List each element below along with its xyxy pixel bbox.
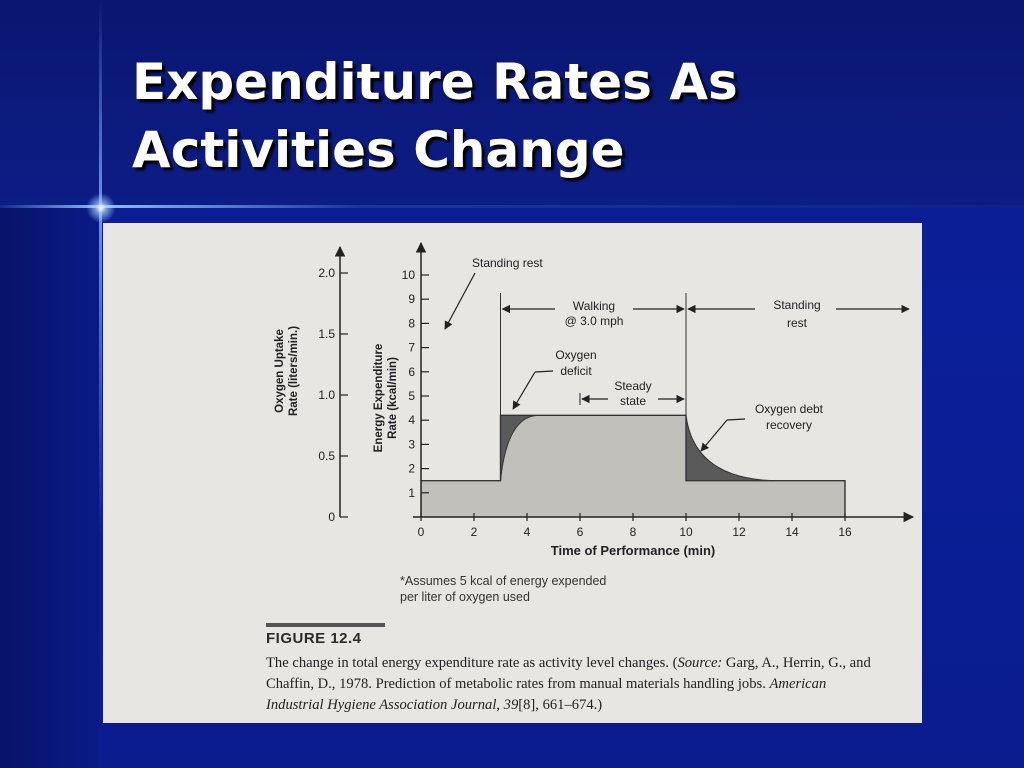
x-tick-label: 8 bbox=[630, 525, 637, 539]
y2-tick-label: 0 bbox=[328, 510, 335, 524]
caption-part-2: Garg, A., Herrin, G., and Chaffin, D., 1… bbox=[266, 655, 871, 692]
annotation-standing-2: rest bbox=[787, 316, 808, 330]
y2-axis-label-line2: Rate (liters/min.) bbox=[288, 326, 300, 416]
annotation-steady-state: Steady bbox=[614, 379, 651, 393]
caption-part-0: The change in total energy expenditure r… bbox=[266, 655, 678, 671]
y-tick-label: 10 bbox=[402, 268, 416, 282]
annotation-standing-rest: Standing rest bbox=[472, 256, 543, 270]
y2-tick-label: 1.0 bbox=[318, 388, 335, 402]
y2-axis-label-line1: Oxygen Uptake bbox=[274, 329, 286, 413]
decor-vertical-line bbox=[99, 0, 102, 768]
area-fill bbox=[421, 415, 845, 517]
recovery-curve bbox=[685, 415, 774, 482]
footnote: *Assumes 5 kcal of energy expended per l… bbox=[400, 573, 700, 605]
y-tick-label: 2 bbox=[408, 462, 415, 476]
y2-tick-label: 1.5 bbox=[318, 327, 335, 341]
figure-image: 1 2 3 4 5 6 7 8 9 10 0 2 4 6 8 10 12 14 16 0 0.5 1.0 1.5 2.0 Tim… bbox=[103, 223, 922, 723]
decor-sparkle bbox=[86, 193, 116, 223]
y-axis-label-line1: Energy Expenditure bbox=[373, 344, 385, 453]
x-axis-label: Time of Performance (min) bbox=[551, 543, 715, 558]
left-band bbox=[0, 208, 100, 768]
caption-rule bbox=[266, 623, 385, 627]
oxygen-debt-region bbox=[686, 415, 774, 481]
slide-title-line2: Activities Change bbox=[132, 121, 625, 179]
caption-part-3: American Industrial Hygiene Association … bbox=[266, 676, 827, 713]
footnote-line2: per liter of oxygen used bbox=[400, 590, 530, 604]
slide-title-line1: Expenditure Rates As bbox=[132, 53, 738, 111]
annotation-standing-rest-arrow bbox=[444, 272, 476, 330]
y-tick-label: 4 bbox=[408, 413, 415, 427]
caption-part-4: [8], 661–674.) bbox=[518, 697, 603, 713]
annotation-oxygen-deficit: Oxygen bbox=[555, 348, 596, 362]
annotation-steady-state-2: state bbox=[620, 394, 646, 408]
y-tick-label: 9 bbox=[408, 292, 415, 306]
y-tick-label: 8 bbox=[408, 316, 415, 330]
y2-tick-label: 0.5 bbox=[318, 449, 335, 463]
x-tick-label: 0 bbox=[418, 525, 425, 539]
annotation-walking-2: @ 3.0 mph bbox=[565, 314, 624, 328]
y-tick-label: 3 bbox=[408, 437, 415, 451]
slide-title: Expenditure Rates As Activities Change bbox=[132, 48, 992, 184]
x-tick-label: 2 bbox=[471, 525, 478, 539]
deficit-leader-b bbox=[512, 371, 536, 410]
y2-tick-label: 2.0 bbox=[318, 266, 335, 280]
debt-leader-b bbox=[700, 419, 728, 452]
y-tick-label: 6 bbox=[408, 365, 415, 379]
annotation-oxygen-debt: Oxygen debt bbox=[755, 402, 824, 416]
figure-caption: The change in total energy expenditure r… bbox=[266, 653, 886, 716]
deficit-leader-a bbox=[534, 370, 554, 373]
x-tick-label: 16 bbox=[838, 525, 852, 539]
y-tick-label: 7 bbox=[408, 341, 415, 355]
y-tick-label: 5 bbox=[408, 389, 415, 403]
x-tick-label: 4 bbox=[524, 525, 531, 539]
x-tick-label: 12 bbox=[732, 525, 746, 539]
deficit-curve bbox=[500, 414, 538, 481]
x-tick-label: 10 bbox=[679, 525, 693, 539]
footnote-line1: *Assumes 5 kcal of energy expended bbox=[400, 574, 607, 588]
oxygen-deficit-region bbox=[500, 415, 538, 481]
annotation-oxygen-deficit-2: deficit bbox=[560, 364, 592, 378]
x-tick-label: 14 bbox=[785, 525, 799, 539]
annotation-oxygen-debt-2: recovery bbox=[766, 418, 812, 432]
annotation-walking: Walking bbox=[573, 299, 615, 313]
title-band bbox=[0, 0, 1024, 208]
y-axis-label-line2: Rate (kcal/min) bbox=[387, 357, 399, 439]
y-tick-label: 1 bbox=[408, 486, 415, 500]
decor-horizontal-line bbox=[0, 205, 1024, 208]
caption-part-1: Source: bbox=[677, 655, 723, 671]
x-tick-label: 6 bbox=[577, 525, 584, 539]
debt-leader-a bbox=[726, 418, 746, 421]
figure-label: FIGURE 12.4 bbox=[266, 630, 362, 647]
annotation-standing: Standing bbox=[773, 298, 820, 312]
